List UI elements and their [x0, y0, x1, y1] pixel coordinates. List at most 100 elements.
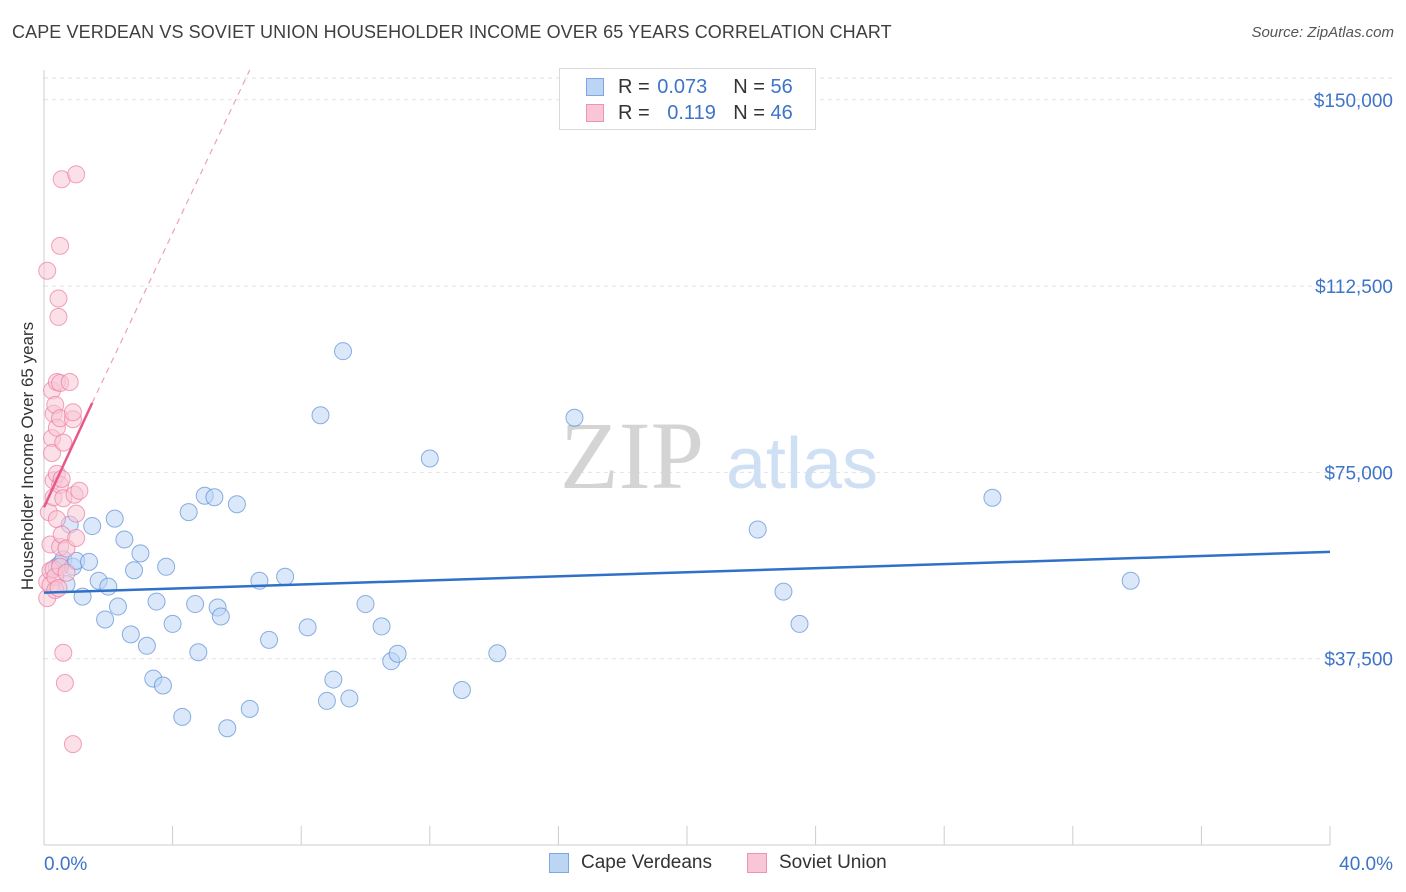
- cape-point-49: [420, 449, 439, 468]
- cape-point-55: [790, 614, 809, 633]
- soviet-point-22: [49, 307, 68, 326]
- axes: [43, 70, 1331, 846]
- cape-point-44: [340, 689, 359, 708]
- trend-lines: [42, 69, 1331, 594]
- legend-row-cape: R = 0.073 N = 56: [586, 75, 793, 99]
- trend-line-soviet-extension: [91, 69, 251, 404]
- cape-point-15: [115, 530, 134, 549]
- tick-labels: $37,500 $75,000 $112,500 $150,000 0.0% 40.0%: [44, 91, 1393, 875]
- soviet-point-44: [67, 504, 86, 523]
- cape-point-42: [324, 670, 343, 689]
- soviet-point-35: [54, 643, 73, 662]
- cape-point-8: [80, 552, 99, 571]
- legend-swatch-soviet: [586, 104, 604, 122]
- x-tick-label-min: 0.0%: [44, 854, 87, 875]
- chart-title: CAPE VERDEAN VS SOVIET UNION HOUSEHOLDER…: [12, 22, 892, 42]
- cape-point-18: [131, 544, 150, 563]
- soviet-point-39: [60, 372, 79, 391]
- cape-point-52: [565, 408, 584, 427]
- cape-point-54: [774, 582, 793, 601]
- legend-r-label: R =: [618, 75, 650, 98]
- legend-label-soviet-union: Soviet Union: [779, 852, 887, 873]
- cape-point-33: [205, 488, 224, 507]
- cape-point-39: [298, 618, 317, 637]
- watermark-zip: ZIP: [560, 402, 704, 509]
- cape-point-14: [108, 597, 127, 616]
- soviet-point-23: [49, 579, 68, 598]
- legend-r-cape: 0.073: [657, 75, 708, 98]
- soviet-point-0: [38, 261, 57, 280]
- y-tick-label-0: $37,500: [1324, 650, 1393, 671]
- cape-point-57: [1121, 571, 1140, 590]
- cape-point-25: [173, 707, 192, 726]
- legend-label-cape-verdeans: Cape Verdeans: [581, 852, 712, 873]
- cape-point-23: [157, 557, 176, 576]
- soviet-point-33: [54, 433, 73, 452]
- soviet-point-47: [67, 165, 86, 184]
- cape-point-51: [488, 644, 507, 663]
- series-soviet-union: [38, 165, 89, 754]
- legend-r-label: R =: [618, 101, 650, 124]
- legend-item-cape-verdeans[interactable]: Cape Verdeans: [549, 852, 712, 874]
- cape-point-26: [179, 503, 198, 522]
- cape-point-46: [372, 617, 391, 636]
- cape-point-19: [137, 636, 156, 655]
- legend-n-soviet: 46: [770, 101, 793, 124]
- cape-point-24: [163, 614, 182, 633]
- legend-swatch-cape-bottom: [549, 853, 569, 873]
- cape-point-40: [311, 406, 330, 425]
- trend-line-soviet: [42, 402, 94, 508]
- trend-line-cape: [43, 550, 1331, 594]
- legend-n-cape: 56: [770, 75, 793, 98]
- y-axis-label: Householder Income Over 65 years: [18, 321, 37, 591]
- legend-row-soviet: R = 0.119 N = 46: [586, 101, 793, 125]
- cape-point-22: [153, 676, 172, 695]
- cape-point-17: [125, 561, 144, 580]
- soviet-point-38: [57, 563, 76, 582]
- cape-point-21: [147, 592, 166, 611]
- cape-point-41: [317, 691, 336, 710]
- cape-point-31: [211, 607, 230, 626]
- soviet-point-41: [63, 403, 82, 422]
- cape-point-37: [260, 630, 279, 649]
- legend-item-soviet-union[interactable]: Soviet Union: [747, 852, 887, 874]
- cape-point-35: [240, 699, 259, 718]
- cape-point-43: [333, 342, 352, 361]
- y-tick-label-2: $112,500: [1315, 277, 1393, 298]
- legend-r-soviet: 0.119: [667, 101, 716, 124]
- soviet-point-46: [70, 481, 89, 500]
- source-label: Source: ZipAtlas.com: [1251, 24, 1394, 41]
- legend-swatch-soviet-bottom: [747, 853, 767, 873]
- cape-point-13: [105, 509, 124, 528]
- cape-point-12: [99, 577, 118, 596]
- x-tick-label-max: 40.0%: [1339, 854, 1393, 875]
- soviet-point-20: [47, 510, 66, 529]
- soviet-point-42: [63, 735, 82, 754]
- cape-point-45: [356, 595, 375, 614]
- cape-point-53: [748, 520, 767, 539]
- y-tick-label-1: $75,000: [1324, 463, 1393, 484]
- cape-point-38: [276, 567, 295, 586]
- cape-point-48: [388, 644, 407, 663]
- soviet-point-9: [43, 444, 62, 463]
- correlation-legend: R = 0.073 N = 56 R = 0.119 N = 46: [559, 68, 816, 130]
- cape-point-16: [121, 625, 140, 644]
- cape-point-50: [452, 681, 471, 699]
- watermark-atlas: atlas: [726, 424, 878, 504]
- cape-point-11: [96, 610, 115, 629]
- cape-point-28: [189, 643, 208, 662]
- legend-swatch-cape: [586, 78, 604, 96]
- legend-n-label: N =: [733, 101, 765, 124]
- y-tick-label-3: $150,000: [1314, 91, 1393, 112]
- cape-point-32: [218, 719, 237, 738]
- soviet-point-36: [55, 674, 74, 693]
- cape-point-34: [227, 495, 246, 514]
- cape-point-27: [186, 595, 205, 614]
- soviet-point-24: [51, 236, 70, 255]
- soviet-point-21: [49, 289, 68, 308]
- cape-point-56: [983, 488, 1002, 507]
- cape-point-9: [83, 517, 102, 536]
- legend-n-label: N =: [733, 75, 765, 98]
- soviet-point-45: [67, 528, 86, 547]
